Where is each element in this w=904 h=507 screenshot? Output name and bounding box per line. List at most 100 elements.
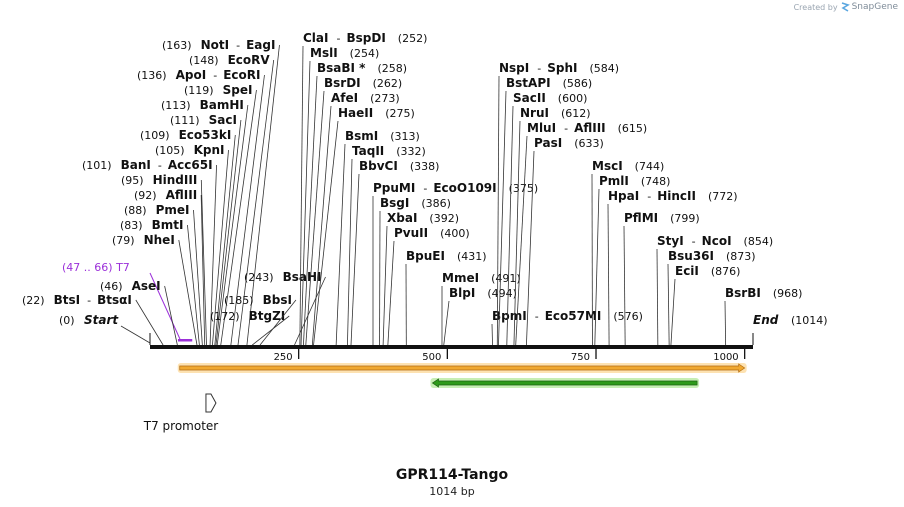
site-leader (311, 105, 332, 346)
site-name: EciI (675, 264, 699, 278)
site-leader (667, 263, 670, 346)
site-blpi: BlpI (494) (443, 286, 517, 346)
site-dash: - (564, 122, 568, 135)
site-pvuii: PvuII (400) (387, 226, 470, 346)
site-dash: - (423, 182, 427, 195)
site-leader (506, 105, 514, 346)
site-name: BmtI (152, 218, 184, 232)
site-leader (496, 75, 500, 346)
site-position: (83) (120, 219, 143, 232)
primer-leader (149, 272, 181, 340)
site-name: MscI (592, 159, 623, 173)
site-position: (46) (100, 280, 123, 293)
site-name: BanI (121, 158, 151, 172)
site-leader (237, 59, 275, 346)
site-partner: EcoO109I (433, 181, 496, 195)
site-name: ApoI (176, 68, 207, 82)
site-leader (214, 134, 236, 346)
site-name: BtsI (54, 293, 81, 307)
site-bsu36i: Bsu36I (873) (667, 249, 756, 346)
site-name: PmlI (599, 174, 629, 188)
site-pflmi: PflMI (799) (623, 211, 700, 346)
site-position: (873) (726, 250, 756, 263)
site-leader (513, 120, 521, 346)
site-name: AfeI (331, 91, 358, 105)
site-leader (656, 248, 659, 346)
site-leader (724, 300, 727, 346)
site-position: (136) (137, 69, 167, 82)
primer-name: T7 (113, 261, 130, 274)
site-position: (386) (421, 197, 451, 210)
site-eco53ki: (109) Eco53kI (140, 128, 236, 346)
promoter-arrow (205, 393, 217, 413)
site-nhei: (79) NheI (112, 233, 198, 346)
site-dash: - (236, 39, 240, 52)
site-name: BtgZI (249, 309, 286, 323)
credit: Created by SnapGene (794, 2, 898, 12)
site-bbsi: (185) BbsI (224, 293, 297, 346)
site-name: HpaI (608, 189, 639, 203)
site-name: PpuMI (373, 181, 415, 195)
ruler-label-500: 500 (422, 352, 441, 363)
site-leader (164, 285, 178, 346)
site-leader (135, 299, 164, 346)
site-position: (375) (509, 182, 539, 195)
site-name: BlpI (449, 286, 475, 300)
site-position: (254) (350, 47, 380, 60)
site-mmei: MmeI (491) (441, 271, 521, 346)
site-leader (313, 120, 339, 346)
end-label: End (753, 313, 779, 327)
site-name: SacI (209, 113, 237, 127)
site-leader (305, 90, 325, 346)
site-leader (387, 240, 395, 346)
site-name: BsrDI (324, 76, 361, 90)
site-position: (854) (744, 235, 774, 248)
site-name: PvuII (394, 226, 428, 240)
site-leader (193, 209, 203, 346)
site-name: PasI (534, 136, 562, 150)
site-position: (258) (377, 62, 407, 75)
map-length: 1014 bp (429, 485, 475, 498)
site-leader (209, 164, 217, 346)
site-name: ClaI (303, 31, 328, 45)
site-afliii: (92) AflIII (134, 188, 206, 346)
site-mlui: MluI - AflIII (615) (515, 121, 648, 346)
site-position: (172) (210, 310, 240, 323)
site-position: (772) (708, 190, 738, 203)
site-leader (300, 60, 311, 346)
site-bpuei: BpuEI (431) (405, 249, 487, 346)
site-bani: (101) BanI - Acc65I (82, 158, 217, 346)
site-ppumi: PpuMI - EcoO109I (375) (372, 181, 539, 346)
site-name: XbaI (387, 211, 417, 225)
site-partner: BtsαI (97, 293, 132, 307)
site-noti: (163) NotI - EagI (162, 38, 280, 346)
site-position: (148) (189, 54, 219, 67)
site-leader (187, 224, 200, 346)
site-position: (105) (155, 144, 185, 157)
site-ecii: EciI (876) (670, 264, 740, 346)
site-name: AseI (132, 279, 161, 293)
site-partner: EagI (246, 38, 275, 52)
ruler-label-1000: 1000 (713, 352, 738, 363)
site-leader (259, 299, 297, 346)
site-leader (526, 150, 535, 346)
site-partner: AflIII (574, 121, 606, 135)
site-leader (212, 149, 229, 346)
site-bsgi: BsgI (386) (379, 196, 451, 346)
site-styi: StyI - NcoI (854) (656, 234, 774, 346)
site-position: (615) (618, 122, 648, 135)
site-name: EcoRV (228, 53, 271, 67)
backbone (150, 345, 753, 349)
site-position: (273) (370, 92, 400, 105)
site-leader (623, 225, 626, 346)
site-position: (494) (487, 287, 517, 300)
site-kpni: (105) KpnI (155, 143, 229, 346)
site-position: (262) (373, 77, 403, 90)
site-leader (350, 173, 360, 346)
site-name: BsgI (380, 196, 409, 210)
site-xbai: XbaI (392) (382, 211, 459, 346)
site-position: (113) (161, 99, 191, 112)
site-leader (299, 45, 304, 346)
site-leader (215, 119, 242, 346)
site-partner: EcoRI (223, 68, 260, 82)
